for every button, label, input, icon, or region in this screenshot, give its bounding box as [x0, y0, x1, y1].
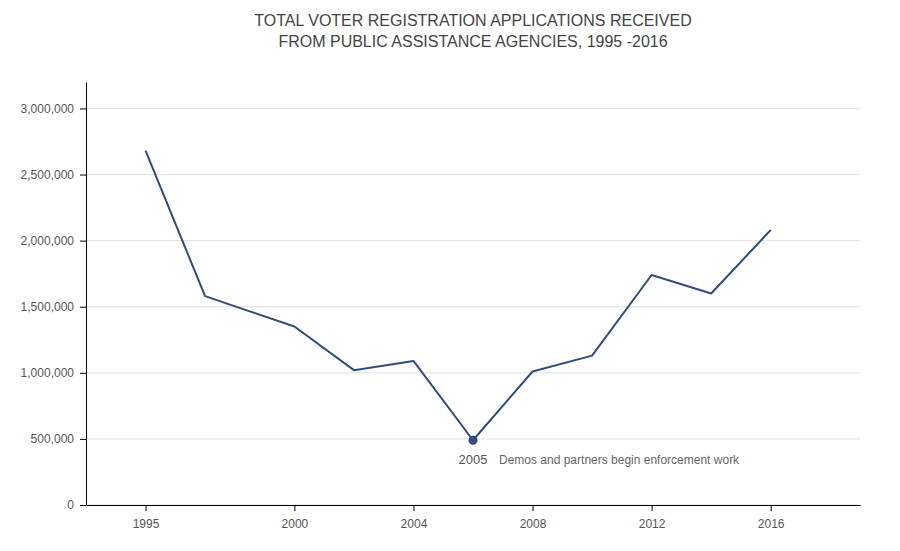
y-tick-mark	[80, 439, 86, 440]
x-tick-mark	[146, 505, 147, 511]
grid-line	[86, 108, 860, 109]
title-line: FROM PUBLIC ASSISTANCE AGENCIES, 1995 -2…	[278, 33, 667, 50]
grid-line	[86, 306, 860, 307]
grid	[86, 108, 860, 505]
y-tick: 3,000,000	[21, 102, 86, 116]
x-tick: 2000	[282, 505, 309, 531]
x-tick-label: 2004	[401, 517, 428, 531]
y-tick-mark	[80, 307, 86, 308]
line	[146, 151, 771, 440]
x-axis-line	[87, 505, 861, 506]
plot-area	[146, 151, 771, 445]
y-tick-mark	[80, 241, 86, 242]
y-tick-label: 1,500,000	[21, 300, 75, 314]
x-tick-mark	[771, 505, 772, 511]
x-tick-label: 2016	[758, 517, 785, 531]
y-tick-label: 0	[67, 498, 74, 512]
y-axis: 0 500,000 1,000,000 1,500,000 2,000,000 2,500…	[21, 83, 87, 513]
y-tick-label: 3,000,000	[21, 102, 75, 116]
y-tick: 500,000	[31, 432, 86, 446]
x-tick-mark	[413, 505, 414, 511]
x-tick-label: 2012	[639, 517, 666, 531]
y-tick-label: 1,000,000	[21, 366, 75, 380]
title: TOTAL VOTER REGISTRATION APPLICATIONS RE…	[254, 12, 691, 50]
grid-line	[86, 240, 860, 241]
annotation-text: Demos and partners begin enforcement wor…	[499, 453, 740, 467]
title-line: TOTAL VOTER REGISTRATION APPLICATIONS RE…	[254, 12, 691, 29]
x-axis: 1995 2000 2004 2008 2012 2016	[87, 505, 861, 531]
x-tick: 2004	[401, 505, 428, 531]
y-tick: 0	[67, 498, 86, 512]
grid-line	[86, 174, 860, 175]
x-tick-mark	[294, 505, 295, 511]
grid-line	[86, 505, 860, 506]
y-tick: 1,000,000	[21, 366, 86, 380]
annotation-label: 2005	[459, 452, 488, 467]
x-tick-label: 2008	[520, 517, 547, 531]
y-tick-label: 2,000,000	[21, 234, 75, 248]
y-tick-mark	[80, 505, 86, 506]
x-tick-mark	[652, 505, 653, 511]
grid-line	[86, 372, 860, 373]
y-tick-mark	[80, 373, 86, 374]
x-tick: 2008	[520, 505, 547, 531]
chart-container: 1995 2000 2004 2008 2012 2016 0 500,000 1,000,00…	[0, 0, 900, 551]
x-tick: 2016	[758, 505, 785, 531]
x-tick: 1995	[133, 505, 160, 531]
y-tick-label: 2,500,000	[21, 168, 75, 182]
y-tick: 2,500,000	[21, 168, 86, 182]
x-tick-mark	[533, 505, 534, 511]
y-tick: 2,000,000	[21, 234, 86, 248]
annotation: 2005 Demos and partners begin enforcement…	[459, 452, 741, 467]
y-tick-label: 500,000	[31, 432, 75, 446]
y-axis-line	[86, 83, 87, 506]
x-tick-label: 1995	[133, 517, 160, 531]
y-tick: 1,500,000	[21, 300, 86, 314]
chart-svg: 1995 2000 2004 2008 2012 2016 0 500,000 1,000,00…	[0, 0, 900, 551]
highlight-dot	[469, 436, 478, 445]
y-tick-mark	[80, 108, 86, 109]
y-tick-mark	[80, 175, 86, 176]
x-tick: 2012	[639, 505, 666, 531]
x-tick-label: 2000	[282, 517, 309, 531]
